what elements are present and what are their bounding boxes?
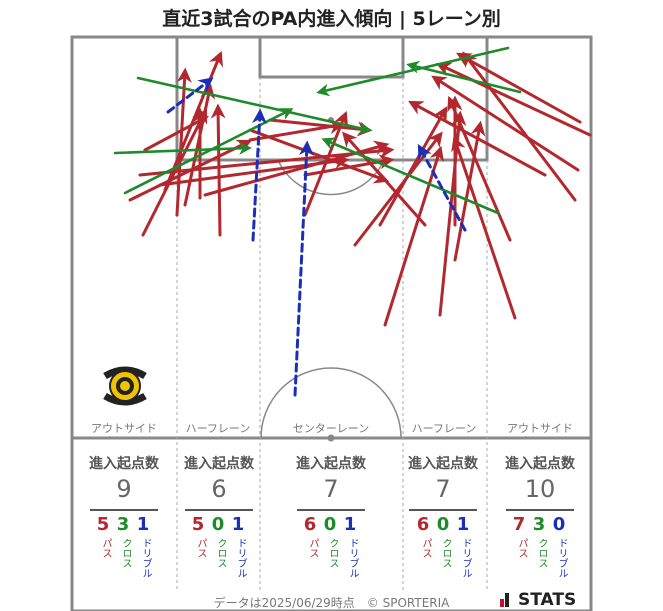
stat-dribble-label: ドリブル [235, 538, 246, 578]
cross-arrow [113, 141, 252, 155]
stat-pass-count: 5 [96, 514, 110, 535]
stats-logo-icon [500, 593, 509, 607]
stat-title: 進入起点数 [296, 456, 366, 472]
stat-pass-count: 5 [191, 514, 205, 535]
stat-pass-label: パス [516, 538, 527, 558]
stat-cross-count: 3 [532, 514, 546, 535]
pass-arrow [303, 110, 349, 217]
pass-arrow [435, 62, 592, 137]
pass-arrow [268, 118, 373, 137]
center-circle [260, 367, 402, 439]
cross-arrow [136, 76, 372, 135]
center-spot [327, 434, 335, 442]
stat-cross-label: クロス [215, 538, 226, 568]
stat-dribble-count: 1 [231, 514, 245, 535]
lane-label-center: センターレーン [292, 422, 370, 435]
stat-cross-count: 0 [436, 514, 450, 535]
pass-arrow [143, 115, 209, 152]
pass-arrow [248, 119, 345, 142]
stat-cross-count: 3 [116, 514, 130, 535]
stat-pass-count: 6 [416, 514, 430, 535]
stat-divider [185, 509, 253, 511]
page-title: 直近3試合のPA内進入傾向 | 5レーン別 [162, 8, 501, 30]
stat-dribble-count: 1 [456, 514, 470, 535]
stat-cross-label: クロス [440, 538, 451, 568]
pass-arrow [248, 128, 390, 184]
stat-total: 10 [524, 475, 556, 503]
dribble-arrow [293, 140, 314, 397]
stat-dribble-count: 1 [136, 514, 150, 535]
cross-arrow [321, 137, 500, 215]
lane-label-outside-right: アウトサイド [507, 422, 573, 435]
pass-arrow [451, 135, 517, 320]
stats-logo-text: STATS [518, 590, 577, 610]
pass-arrow [456, 52, 582, 124]
stat-cross-label: クロス [536, 538, 547, 568]
dribble-arrow [417, 144, 467, 232]
stat-cross-count: 0 [211, 514, 225, 535]
stat-dribble-count: 1 [343, 514, 357, 535]
stat-cross-label: クロス [327, 538, 338, 568]
lane-label-outside-left: アウトサイド [91, 422, 157, 435]
stat-total: 9 [116, 475, 132, 503]
stat-dribble-label: ドリブル [556, 538, 567, 578]
footer-credit: データは2025/06/29時点 © SPORTERIA [213, 596, 450, 610]
stat-divider [297, 509, 365, 511]
stat-divider [506, 509, 574, 511]
dribble-arrow [251, 108, 267, 242]
dribble-arrow [166, 77, 214, 114]
stat-total: 6 [211, 475, 227, 503]
cross-arrow [406, 60, 522, 94]
stat-divider [90, 509, 158, 511]
pass-arrow [175, 67, 192, 217]
stat-pass-label: パス [307, 538, 318, 558]
team-logo [103, 366, 147, 406]
pass-arrow [453, 120, 486, 262]
pass-arrow [378, 106, 448, 227]
arrow-layer [113, 46, 592, 397]
stat-dribble-label: ドリブル [140, 538, 151, 578]
stat-pass-label: パス [195, 538, 206, 558]
stat-cross-label: クロス [120, 538, 131, 568]
stat-cross-count: 0 [323, 514, 337, 535]
stat-pass-label: パス [100, 538, 111, 558]
pass-arrow [210, 103, 226, 237]
stat-total: 7 [435, 475, 451, 503]
stat-title: 進入起点数 [184, 456, 254, 472]
stat-title: 進入起点数 [505, 456, 575, 472]
goal-area [258, 35, 405, 79]
stat-dribble-label: ドリブル [460, 538, 471, 578]
lane-label-halflane-left: ハーフレーン [185, 422, 251, 435]
stat-dribble-label: ドリブル [347, 538, 358, 578]
pass-arrow [462, 51, 577, 202]
pass-arrow [342, 131, 427, 227]
stat-pass-label: パス [420, 538, 431, 558]
stat-title: 進入起点数 [408, 456, 478, 472]
pass-arrow [141, 107, 208, 237]
stat-pass-count: 7 [512, 514, 526, 535]
pass-arrow [383, 145, 445, 327]
stat-pass-count: 6 [303, 514, 317, 535]
stat-dribble-count: 0 [552, 514, 566, 535]
lane-label-halflane-right: ハーフレーン [411, 422, 477, 435]
cross-arrow [316, 46, 510, 97]
stat-title: 進入起点数 [89, 456, 159, 472]
stat-total: 7 [323, 475, 339, 503]
pass-arrow [447, 95, 512, 242]
pass-arrow [408, 100, 547, 177]
pass-arrow [431, 75, 580, 172]
stat-divider [409, 509, 477, 511]
